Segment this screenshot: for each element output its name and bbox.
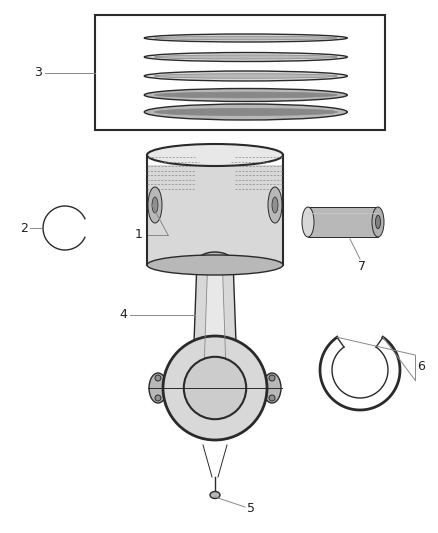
Text: 5: 5 (247, 503, 255, 515)
Bar (308, 207, 378, 237)
Ellipse shape (147, 144, 283, 166)
Ellipse shape (197, 252, 233, 272)
Bar (95, 15, 385, 130)
Ellipse shape (144, 104, 347, 120)
Ellipse shape (148, 187, 162, 223)
Ellipse shape (144, 34, 347, 42)
Ellipse shape (155, 108, 337, 116)
Circle shape (184, 357, 246, 419)
Text: 6: 6 (417, 360, 425, 374)
Ellipse shape (272, 197, 278, 213)
Text: 7: 7 (358, 261, 366, 273)
Ellipse shape (155, 55, 337, 59)
Ellipse shape (155, 74, 337, 78)
Ellipse shape (147, 255, 283, 275)
Polygon shape (147, 165, 283, 265)
Ellipse shape (210, 491, 220, 498)
Ellipse shape (269, 395, 275, 401)
Ellipse shape (155, 92, 337, 98)
Ellipse shape (302, 207, 314, 237)
Ellipse shape (144, 88, 347, 101)
Ellipse shape (263, 373, 281, 403)
Ellipse shape (269, 375, 275, 381)
Polygon shape (204, 260, 226, 370)
Polygon shape (193, 260, 237, 370)
Ellipse shape (144, 71, 347, 81)
Ellipse shape (155, 36, 337, 40)
Text: 1: 1 (135, 229, 143, 241)
Text: 3: 3 (34, 66, 42, 79)
Circle shape (163, 336, 267, 440)
Ellipse shape (155, 375, 161, 381)
Ellipse shape (144, 52, 347, 61)
Text: 2: 2 (20, 222, 28, 235)
Ellipse shape (155, 395, 161, 401)
Text: 4: 4 (119, 309, 127, 321)
Ellipse shape (372, 207, 384, 237)
Ellipse shape (375, 215, 381, 229)
Ellipse shape (152, 197, 158, 213)
Ellipse shape (149, 373, 167, 403)
Ellipse shape (268, 187, 282, 223)
